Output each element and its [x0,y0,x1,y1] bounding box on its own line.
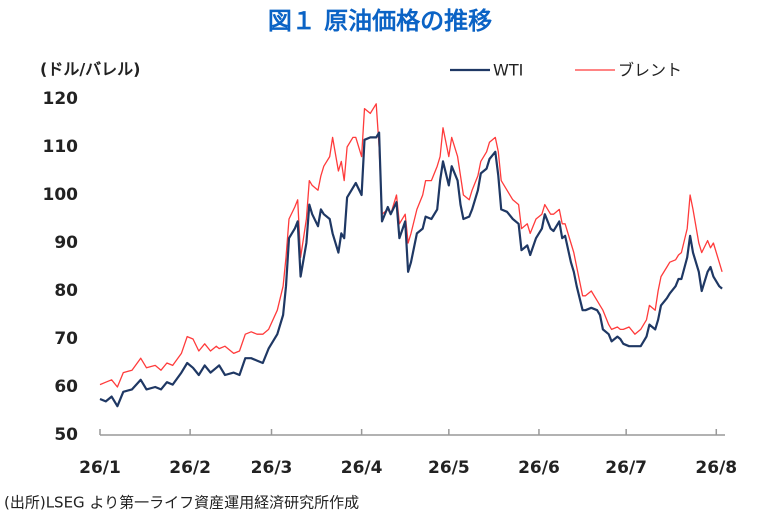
y-tick-label: 50 [54,425,78,445]
y-tick-label: 70 [54,329,78,349]
x-tick-label: 26/1 [79,458,121,478]
y-tick-label: 90 [54,233,78,253]
x-tick-label: 26/8 [695,458,737,478]
y-tick-label: 60 [54,377,78,397]
x-tick-label: 26/5 [428,458,470,478]
y-tick-label: 100 [43,185,79,205]
x-tick-label: 26/4 [341,458,383,478]
y-axis-label: (ドル/バレル) [40,60,140,79]
y-tick-label: 120 [43,89,79,109]
line-series [99,131,723,408]
x-tick-label: 26/2 [169,458,211,478]
legend-label: ブレント [618,61,682,80]
x-tick-label: 26/7 [605,458,647,478]
x-tick-label: 26/3 [251,458,293,478]
y-tick-label: 80 [54,281,78,301]
y-tick-label: 110 [43,137,79,157]
x-tick-label: 26/6 [518,458,560,478]
legend-label: WTI [493,61,523,80]
chart-title: 図１ 原油価格の推移 [268,7,492,35]
source-note: (出所)LSEG より第一ライフ資産運用経済研究所作成 [4,494,359,512]
line-series [99,103,723,388]
